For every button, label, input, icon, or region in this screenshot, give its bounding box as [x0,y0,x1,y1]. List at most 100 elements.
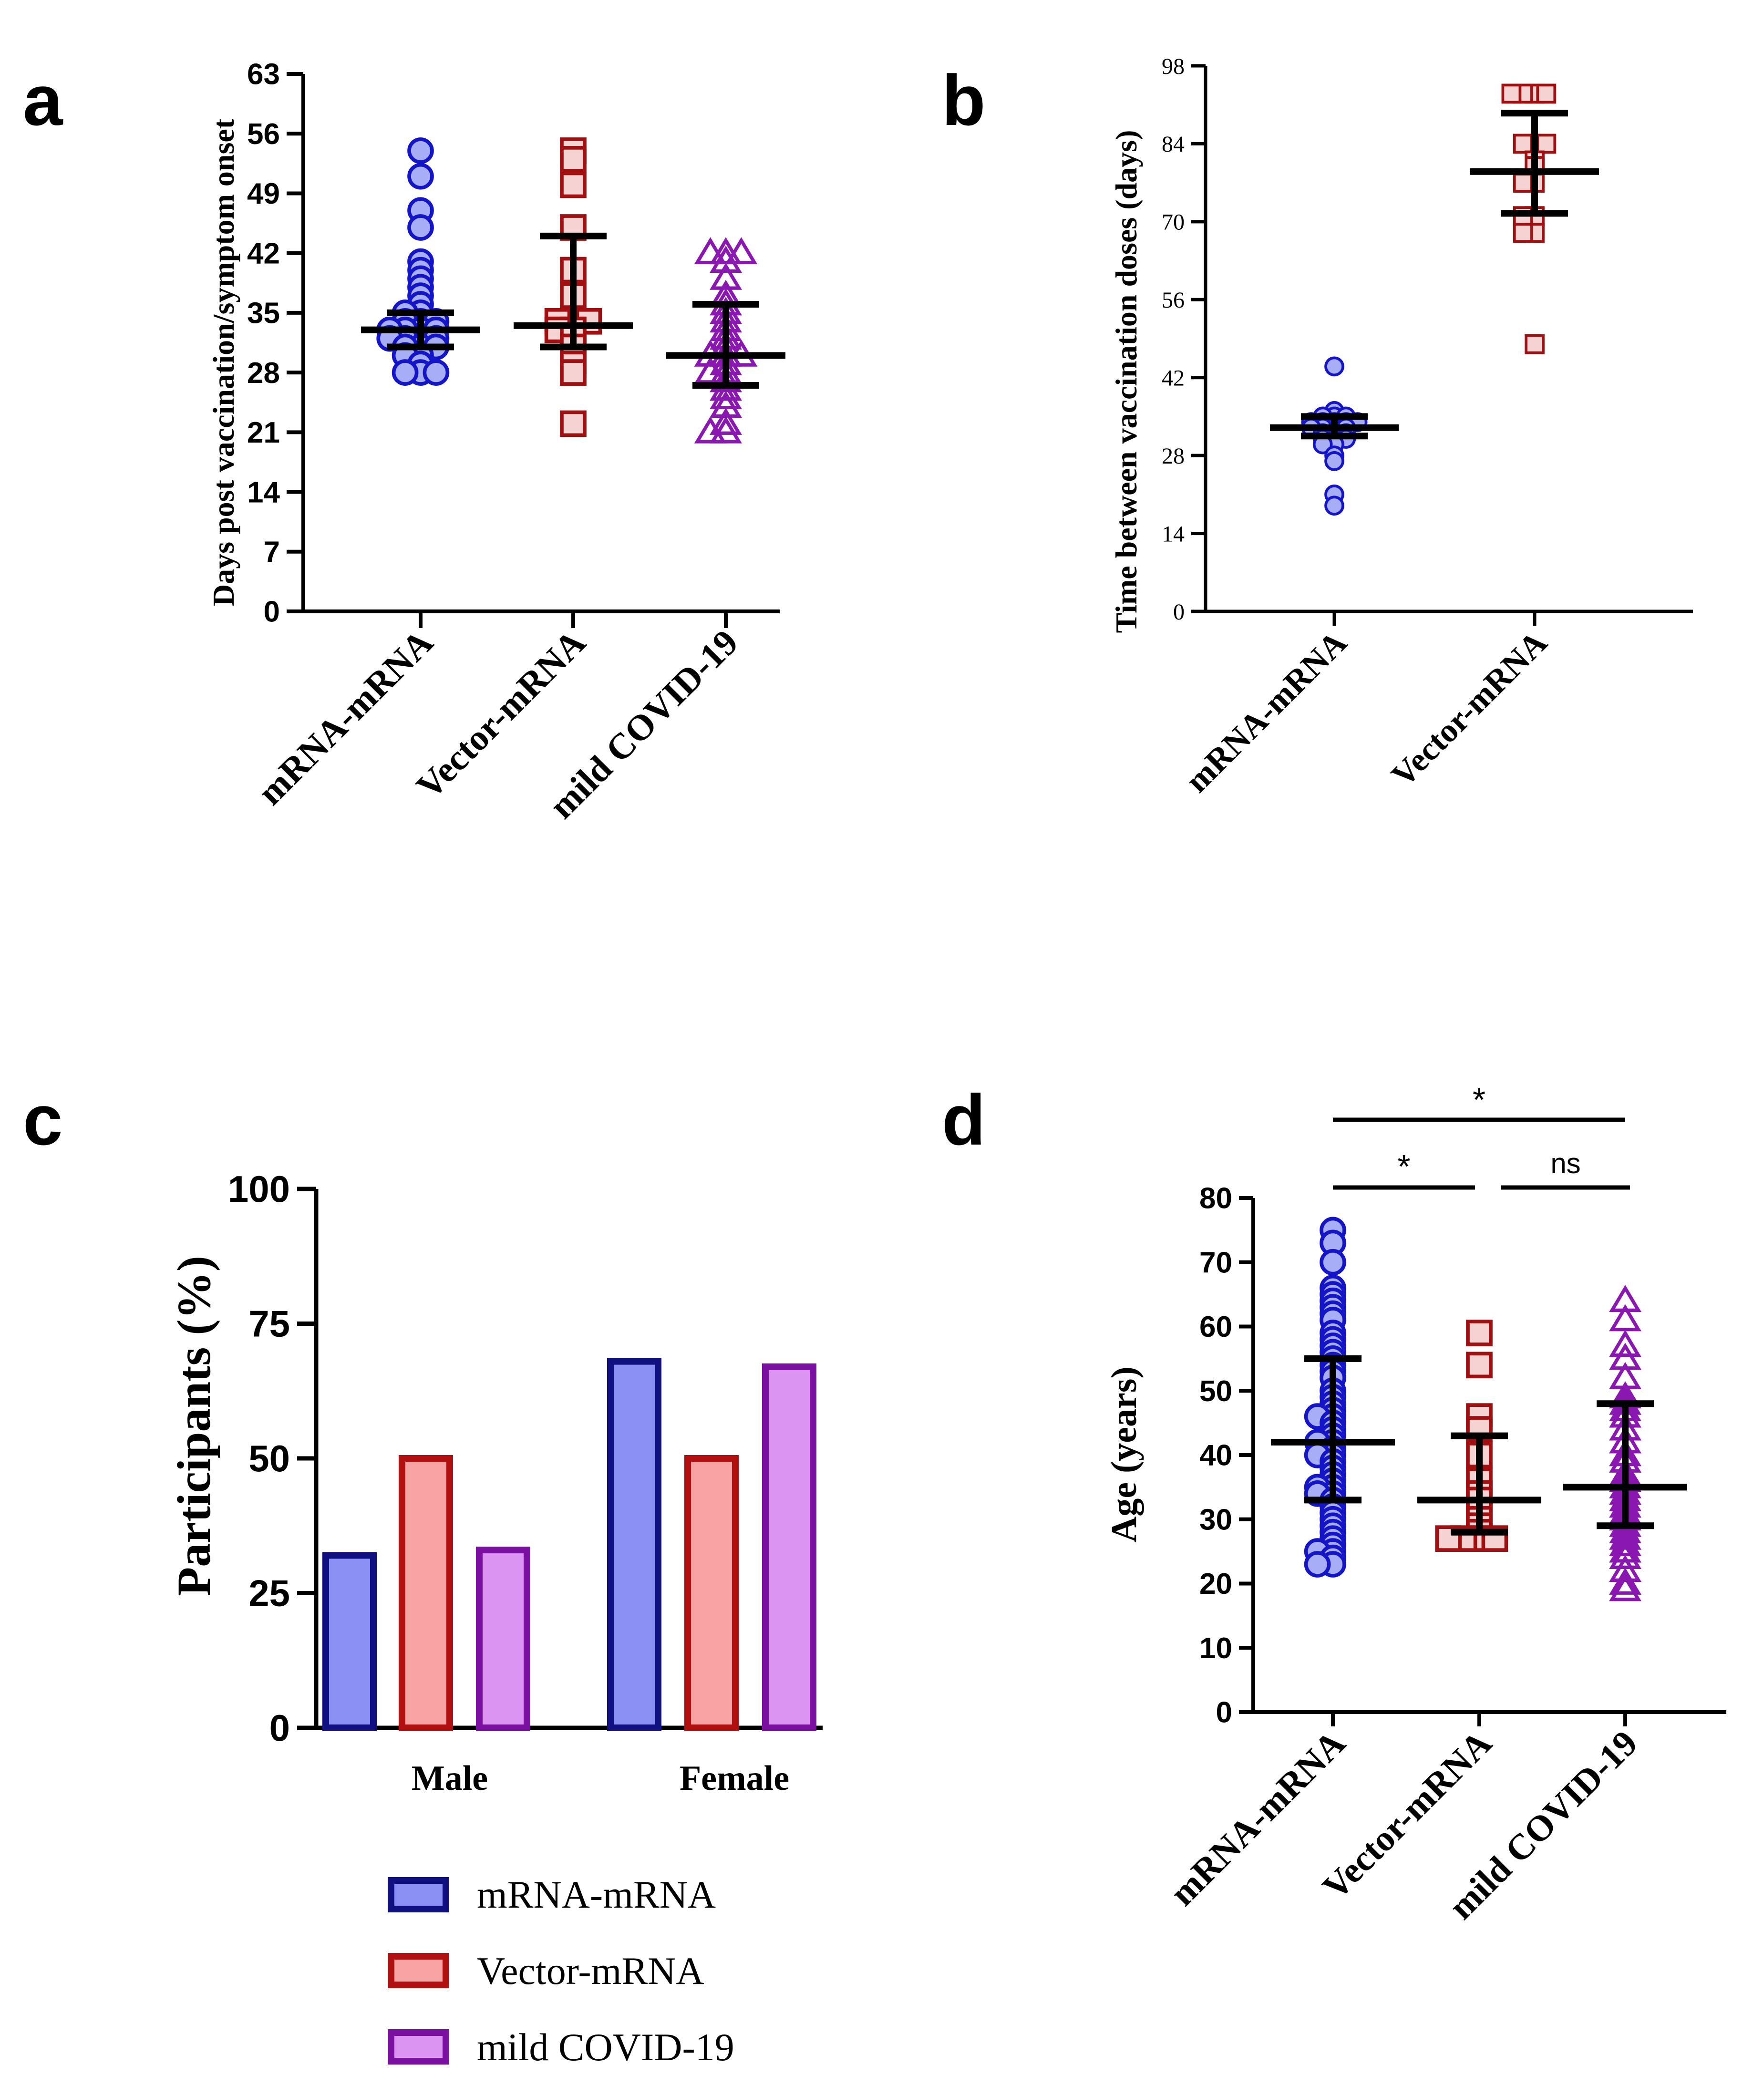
y-tick-label: 50 [248,1437,290,1479]
y-tick-label: 63 [247,58,280,91]
panel-b-ylabel: Time between vaccination doses (days) [1109,130,1143,633]
data-point-vector-mrna [1536,134,1557,154]
data-point-mrna-mrna [423,359,450,386]
y-tick-label: 70 [1199,1246,1232,1279]
data-point-mild-covid-19 [1609,1330,1641,1357]
y-tick-label: 30 [1199,1503,1232,1536]
data-point-mild-covid-19 [694,416,727,444]
data-point-vector-mrna [1501,83,1522,104]
y-tick-label: 10 [1199,1632,1232,1665]
y-tick-label: 60 [1199,1311,1232,1343]
bar-vector-mrna-male [399,1455,453,1731]
legend-label-vector: Vector-mRNA [477,1949,704,1993]
bar-mrna-mrna-male [322,1552,377,1731]
panel-label-a: a [23,60,63,140]
data-point-mrna-mrna [1320,1249,1346,1276]
y-tick-label: 0 [1173,599,1185,625]
y-tick-label: 100 [228,1168,290,1210]
y-tick-label: 0 [1216,1696,1232,1729]
bar-mild-covid-19-male [476,1547,530,1732]
y-tick-label: 80 [1199,1182,1232,1215]
y-tick-label: 40 [1199,1439,1232,1472]
data-point-vector-mrna [560,359,587,386]
panel-c-ylabel: Participants (%) [167,1256,220,1596]
panel-d-ylabel: Age (years) [1104,1366,1144,1542]
data-point-mild-covid-19 [710,365,742,392]
significance-label: * [1397,1148,1410,1185]
panel-a-ylabel: Days post vaccination/symptom onset [206,118,240,606]
y-tick-label: 35 [247,297,280,330]
data-point-mrna-mrna [1304,1551,1331,1578]
data-point-vector-mrna [560,410,587,437]
data-point-mild-covid-19 [710,408,742,435]
panel-c-legend: mRNA-mRNA Vector-mRNA mild COVID-19 [388,1873,734,2069]
data-point-vector-mrna [1466,1352,1493,1379]
data-point-mild-covid-19 [694,237,727,265]
data-point-mild-covid-19 [1609,1542,1641,1569]
data-point-mild-covid-19 [694,356,727,384]
y-tick-label: 84 [1162,132,1185,157]
data-point-mild-covid-19 [1609,1574,1641,1601]
y-tick-label: 0 [269,1707,290,1749]
legend-label-covid: mild COVID-19 [477,2025,734,2069]
legend-swatch-vector [388,1953,449,1988]
significance-label: ns [1550,1147,1580,1179]
data-point-vector-mrna [1466,1320,1493,1346]
panel-label-d: d [942,1080,986,1160]
data-point-mild-covid-19 [710,382,742,410]
data-point-mrna-mrna [407,163,434,190]
y-tick-label: 0 [264,596,280,629]
panel-label-b: b [942,60,986,140]
panel-label-c: c [23,1080,62,1160]
significance-label: * [1473,1081,1485,1118]
y-tick-label: 70 [1162,210,1185,235]
y-tick-label: 98 [1162,54,1185,79]
data-point-mrna-mrna [407,137,434,164]
data-point-mild-covid-19 [1609,1304,1641,1332]
data-point-vector-mrna [1536,83,1557,104]
data-point-mrna-mrna [1324,356,1344,377]
data-point-mild-covid-19 [710,416,742,444]
y-tick-label: 56 [1162,288,1185,313]
y-tick-label: 75 [248,1303,290,1345]
data-point-vector-mrna [560,171,587,198]
panel-c-chart: 0 25 50 75 100 Male Female [228,1168,823,1798]
data-point-mild-covid-19 [710,237,742,265]
data-point-mrna-mrna [1324,451,1344,471]
data-point-vector-mrna [1513,223,1533,243]
y-tick-label: 20 [1199,1568,1232,1600]
y-tick-label: 42 [247,237,280,270]
y-tick-label: 50 [1199,1375,1232,1408]
data-point-vector-mrna [1513,173,1533,193]
y-tick-label: 7 [264,536,280,568]
data-point-mild-covid-19 [710,262,742,290]
x-category-label-male: Male [412,1759,488,1798]
data-point-mild-covid-19 [1609,1529,1641,1557]
data-point-mild-covid-19 [1609,1568,1641,1595]
legend-label-mrna: mRNA-mRNA [477,1873,716,1916]
bar-mrna-mrna-female [607,1358,661,1732]
data-point-mrna-mrna [1324,496,1344,516]
y-tick-label: 42 [1162,366,1185,391]
legend-swatch-mrna [388,1877,449,1912]
data-point-vector-mrna [1525,334,1545,354]
data-point-vector-mrna [560,146,587,173]
y-tick-label: 14 [247,476,280,509]
data-point-mild-covid-19 [710,391,742,418]
data-point-mrna-mrna [407,214,434,241]
bar-mild-covid-19-female [762,1363,816,1731]
y-tick-label: 28 [1162,444,1185,469]
data-point-mild-covid-19 [725,237,758,265]
data-point-mrna-mrna [392,359,419,386]
y-tick-label: 25 [248,1572,290,1614]
legend-swatch-covid [388,2029,449,2065]
data-point-vector-mrna [1513,134,1533,154]
x-category-label-female: Female [680,1759,789,1798]
y-tick-label: 56 [247,118,280,151]
data-point-mild-covid-19 [710,246,742,273]
bar-vector-mrna-female [684,1455,739,1731]
y-tick-label: 21 [247,416,280,449]
y-tick-label: 28 [247,357,280,390]
y-tick-label: 49 [247,177,280,210]
